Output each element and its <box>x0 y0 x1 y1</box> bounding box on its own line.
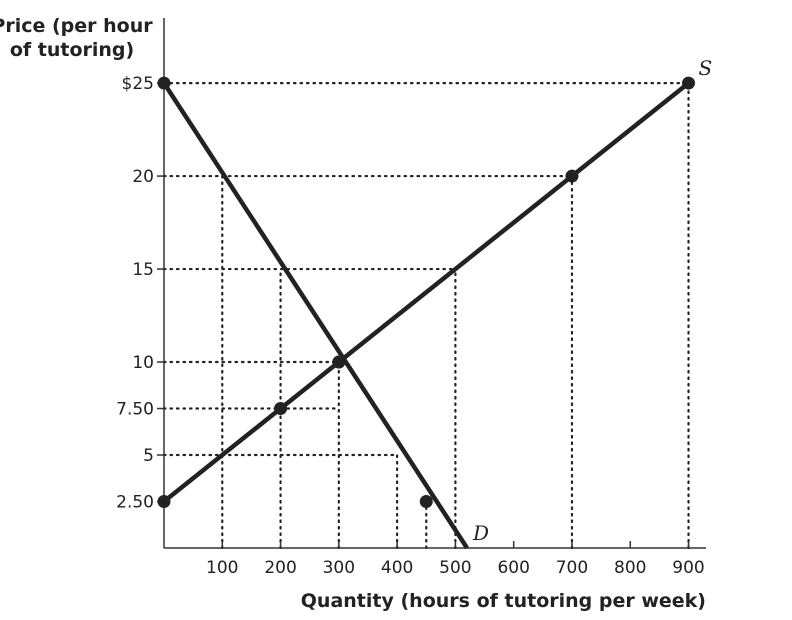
s-point-0 <box>157 495 171 509</box>
s-point-4 <box>682 76 696 90</box>
y-axis-label-line-1: Price (per hour <box>0 15 153 37</box>
x-tick-label-3: 400 <box>381 558 413 578</box>
x-tick-label-2: 300 <box>323 558 355 578</box>
d-curve-label: D <box>472 521 489 545</box>
axes <box>163 18 706 549</box>
y-tick-label-1: 20 <box>132 167 154 187</box>
d-curve <box>162 81 469 550</box>
s-curve-label: S <box>699 56 713 80</box>
d-point-2 <box>419 495 433 509</box>
x-tick-label-1: 200 <box>264 558 296 578</box>
series: DS <box>157 56 713 550</box>
x-tick-label-4: 500 <box>439 558 471 578</box>
y-tick-label-3: 10 <box>132 353 154 373</box>
s-point-3 <box>565 169 579 183</box>
x-tick-label-0: 100 <box>206 558 238 578</box>
x-axis-label: Quantity (hours of tutoring per week) <box>301 590 706 612</box>
d-point-0 <box>157 76 171 90</box>
y-tick-label-6: 2.50 <box>116 493 154 513</box>
x-tick-label-7: 800 <box>614 558 646 578</box>
s-point-2 <box>332 355 346 369</box>
y-tick-label-0: $25 <box>122 74 154 94</box>
y-axis-label-line-2: of tutoring) <box>10 39 134 61</box>
x-tick-label-6: 700 <box>556 558 588 578</box>
s-point-1 <box>274 402 288 416</box>
x-tick-label-5: 600 <box>497 558 529 578</box>
y-tick-label-4: 7.50 <box>116 400 154 420</box>
y-tick-label-5: 5 <box>143 446 154 466</box>
reference-lines <box>162 81 690 550</box>
s-curve <box>162 81 690 504</box>
ticks: $25 20 15 10 7.50 5 2.50 100 200 300 400 500 600 700 8… <box>116 74 705 578</box>
y-tick-label-2: 15 <box>132 260 154 280</box>
x-tick-label-8: 900 <box>672 558 704 578</box>
